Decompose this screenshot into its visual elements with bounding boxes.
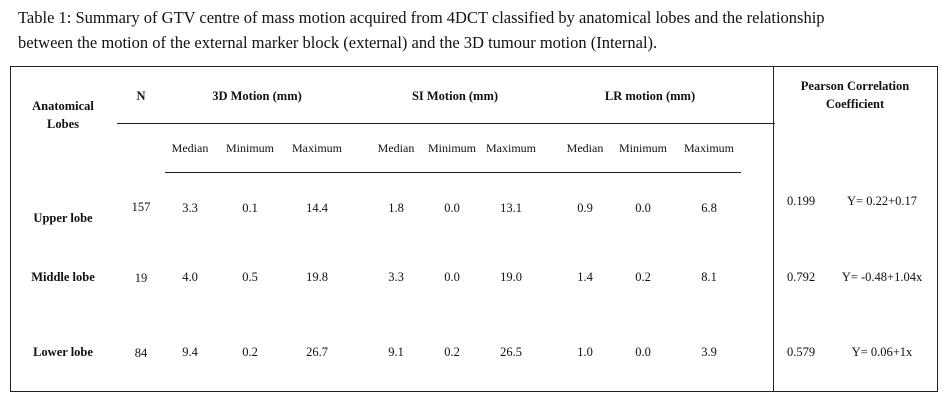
subheader-lr-median: Median <box>566 141 604 155</box>
row-lower-lobe-n: 84 <box>134 346 148 360</box>
row-lower-regression-equation: Y= 0.06+1x <box>851 345 913 359</box>
row-upper-3d-maximum: 14.4 <box>306 201 328 215</box>
row-lower-lr-maximum: 3.9 <box>701 345 717 359</box>
header-lobes-line1: Anatomical <box>32 99 94 113</box>
row-upper-lr-minimum: 0.0 <box>635 201 651 215</box>
row-lower-lr-median: 1.0 <box>577 345 593 359</box>
row-upper-lobe-n: 157 <box>131 200 151 214</box>
row-middle-lobe-n: 19 <box>134 271 148 285</box>
caption-line-1: Table 1: Summary of GTV centre of mass m… <box>18 8 825 27</box>
row-middle-regression-equation: Y= -0.48+1.04x <box>841 270 923 284</box>
header-lobes-line2: Lobes <box>47 117 79 131</box>
subheader-si-median: Median <box>377 141 415 155</box>
caption-line-2: between the motion of the external marke… <box>18 33 658 52</box>
header-lr-motion: LR motion (mm) <box>604 89 696 103</box>
row-lower-3d-minimum: 0.2 <box>242 345 258 359</box>
row-middle-3d-maximum: 19.8 <box>306 270 328 284</box>
row-upper-si-maximum: 13.1 <box>500 201 522 215</box>
header-3d-motion: 3D Motion (mm) <box>212 89 302 103</box>
subheader-3d-median: Median <box>171 141 209 155</box>
row-middle-si-maximum: 19.0 <box>500 270 522 284</box>
row-middle-pearson-r: 0.792 <box>786 270 816 284</box>
row-lower-3d-maximum: 26.7 <box>306 345 328 359</box>
row-middle-3d-minimum: 0.5 <box>242 270 258 284</box>
header-pearson-line1: Pearson Correlation <box>800 79 910 93</box>
row-lower-lr-minimum: 0.0 <box>635 345 651 359</box>
header-n: N <box>136 89 146 103</box>
subheader-si-minimum: Minimum <box>427 141 477 155</box>
row-middle-lr-maximum: 8.1 <box>701 270 717 284</box>
table-caption: Table 1: Summary of GTV centre of mass m… <box>18 5 928 55</box>
header-rule <box>117 123 775 124</box>
subheader-si-maximum: Maximum <box>486 141 536 155</box>
row-middle-lr-median: 1.4 <box>577 270 593 284</box>
row-lower-si-minimum: 0.2 <box>444 345 460 359</box>
row-upper-lr-maximum: 6.8 <box>701 201 717 215</box>
header-si-motion: SI Motion (mm) <box>411 89 499 103</box>
subheader-rule <box>165 172 741 173</box>
row-lower-3d-median: 9.4 <box>182 345 198 359</box>
subheader-lr-minimum: Minimum <box>618 141 668 155</box>
subheader-lr-maximum: Maximum <box>684 141 734 155</box>
row-middle-si-minimum: 0.0 <box>444 270 460 284</box>
row-lower-lobe-label: Lower lobe <box>33 345 93 359</box>
row-lower-si-maximum: 26.5 <box>500 345 522 359</box>
row-middle-si-median: 3.3 <box>388 270 404 284</box>
row-upper-si-minimum: 0.0 <box>444 201 460 215</box>
row-middle-3d-median: 4.0 <box>182 270 198 284</box>
row-upper-si-median: 1.8 <box>388 201 404 215</box>
row-lower-si-median: 9.1 <box>388 345 404 359</box>
subheader-3d-minimum: Minimum <box>225 141 275 155</box>
row-upper-lr-median: 0.9 <box>577 201 593 215</box>
row-upper-3d-minimum: 0.1 <box>242 201 258 215</box>
header-pearson-line2: Coefficient <box>825 97 885 111</box>
subheader-3d-maximum: Maximum <box>292 141 342 155</box>
row-middle-lobe-label: Middle lobe <box>31 270 95 284</box>
row-upper-pearson-r: 0.199 <box>786 194 816 208</box>
row-upper-regression-equation: Y= 0.22+0.17 <box>846 194 918 208</box>
pearson-column-divider <box>773 66 774 392</box>
row-upper-lobe-label: Upper lobe <box>33 211 93 225</box>
row-upper-3d-median: 3.3 <box>182 201 198 215</box>
table-frame <box>10 66 938 392</box>
row-middle-lr-minimum: 0.2 <box>635 270 651 284</box>
row-lower-pearson-r: 0.579 <box>786 345 816 359</box>
